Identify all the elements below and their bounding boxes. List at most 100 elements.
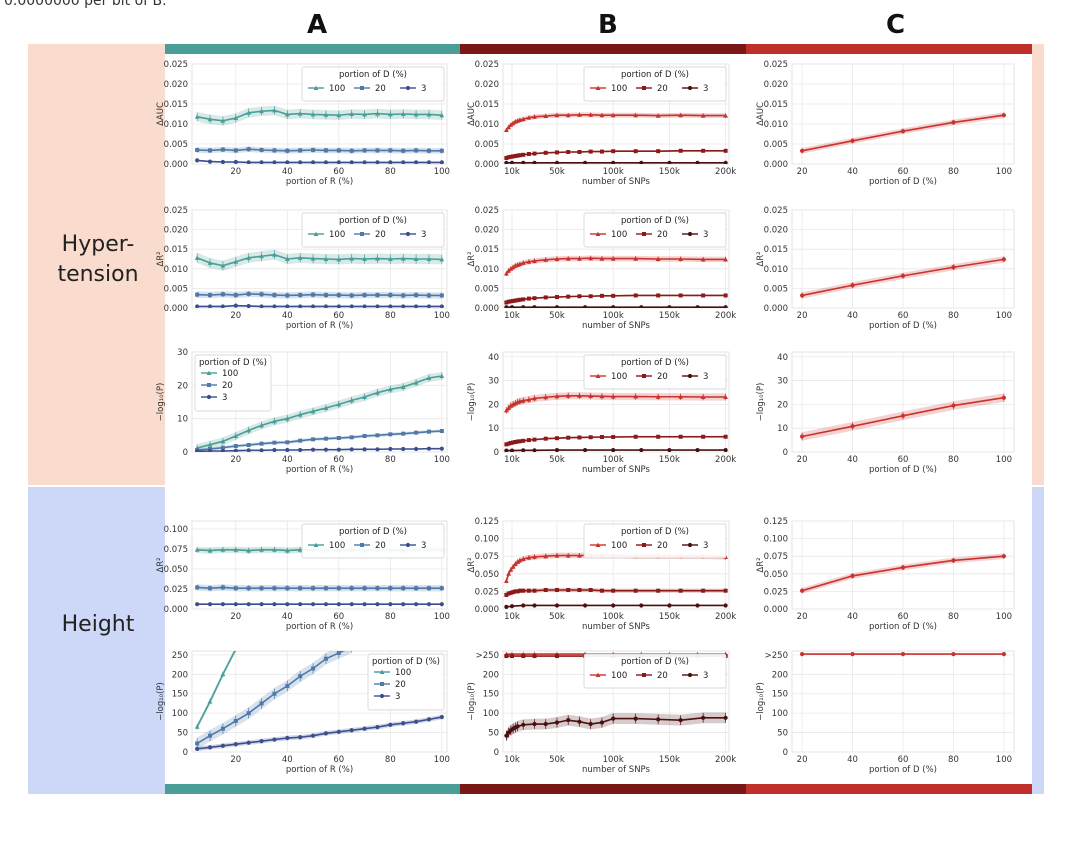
data-point-b4-0-11 xyxy=(554,553,560,558)
series-line-a4-1 xyxy=(197,586,442,590)
data-point-a4-2-18 xyxy=(426,602,432,607)
ytick-label-c1-0: 0.000 xyxy=(764,160,788,170)
data-point-a3-2-4 xyxy=(246,448,251,452)
x-axis-label-a4: portion of R (%) xyxy=(286,622,353,632)
legend-entry-b2-1: 20 xyxy=(657,230,668,240)
xtick-label-a1-2: 60 xyxy=(333,167,344,177)
data-point-c2-0-0 xyxy=(799,293,805,298)
data-point-b5-2-12 xyxy=(588,721,593,727)
legend-marker-b5-1 xyxy=(642,673,646,677)
data-point-a3-0-9 xyxy=(310,408,316,414)
xtick-label-c5-1: 40 xyxy=(847,755,858,765)
ytick-label-c3-1: 10 xyxy=(777,424,788,434)
data-point-a1-1-0 xyxy=(195,148,200,152)
data-point-a1-0-3 xyxy=(233,115,239,120)
data-point-b5-1-3 xyxy=(532,654,537,659)
ytick-label-c4-1: 0.025 xyxy=(764,587,788,597)
chart-B2: 0.000 0.005 0.010 0.015 0.020 0.025 10k 50k 100k… xyxy=(467,206,736,331)
xtick-label-a2-4: 100 xyxy=(434,311,450,321)
xtick-label-b5-2: 100k xyxy=(603,755,624,765)
ytick-label-b3-1: 10 xyxy=(488,424,499,434)
data-point-a4-1-9 xyxy=(311,586,316,591)
data-point-b1-0-0 xyxy=(503,127,509,132)
chart-C2: 0.000 0.005 0.010 0.015 0.020 0.025 20 40 60 80 10… xyxy=(756,206,1015,331)
data-point-a1-1-16 xyxy=(401,148,406,153)
data-point-b3-1-11 xyxy=(554,436,559,441)
data-point-a5-1-6 xyxy=(272,691,277,696)
data-point-c5-0-3 xyxy=(951,652,956,657)
data-point-b2-1-20 xyxy=(701,293,706,298)
data-point-b3-1-18 xyxy=(656,434,661,439)
ytick-label-a2-3: 0.015 xyxy=(164,245,188,255)
data-point-a3-0-12 xyxy=(349,397,355,403)
xtick-label-c3-0: 20 xyxy=(797,455,808,465)
data-point-b3-0-14 xyxy=(588,393,594,399)
data-point-b3-0-11 xyxy=(554,393,560,399)
data-point-a5-1-9 xyxy=(311,666,316,671)
data-point-a2-1-9 xyxy=(311,292,316,297)
data-point-a2-0-15 xyxy=(387,256,393,261)
xtick-label-c1-0: 20 xyxy=(797,167,808,177)
chart-B4: 0.000 0.025 0.050 0.075 0.100 0.125 10k 50k 100k… xyxy=(467,517,736,632)
ytick-label-b2-1: 0.005 xyxy=(475,284,499,294)
ytick-label-a5-1: 50 xyxy=(177,729,188,739)
ytick-label-c3-4: 40 xyxy=(777,353,788,363)
data-point-a3-1-16 xyxy=(401,431,406,436)
data-point-b1-2-10 xyxy=(723,160,728,164)
data-point-b2-0-18 xyxy=(655,256,661,261)
data-point-b2-2-4 xyxy=(554,305,560,308)
data-point-a2-1-3 xyxy=(233,293,238,298)
series-band-a5-0 xyxy=(197,651,236,730)
data-point-b3-1-21 xyxy=(723,434,728,439)
data-point-c5-0-2 xyxy=(900,652,906,657)
data-point-a2-1-12 xyxy=(349,293,354,298)
xtick-label-c2-4: 100 xyxy=(996,311,1012,321)
legend-marker-b4-0 xyxy=(595,542,601,547)
data-point-c4-0-1 xyxy=(850,573,855,579)
data-point-b2-2-9 xyxy=(695,305,700,308)
data-point-a5-2-17 xyxy=(413,719,419,724)
data-point-b4-1-19 xyxy=(678,588,683,593)
data-point-a3-2-7 xyxy=(285,447,290,452)
data-point-b3-2-1 xyxy=(509,448,515,452)
data-point-c5-0-1 xyxy=(850,652,855,657)
data-point-a3-1-6 xyxy=(272,440,277,445)
data-point-b4-1-16 xyxy=(611,588,616,593)
legend-marker-b5-2 xyxy=(687,672,693,678)
data-point-b5-1-4 xyxy=(554,654,559,659)
data-point-b3-0-1 xyxy=(506,405,512,410)
x-axis-label-c5: portion of D (%) xyxy=(869,765,937,775)
data-point-b3-0-21 xyxy=(723,394,729,399)
data-point-b1-0-15 xyxy=(599,112,605,118)
data-point-a3-0-2 xyxy=(220,438,226,444)
data-point-a1-0-7 xyxy=(284,112,290,117)
legend-b5: portion of D (%) 100 20 3 xyxy=(583,653,727,689)
data-point-b2-0-13 xyxy=(577,256,582,261)
data-point-a3-0-10 xyxy=(323,405,329,410)
data-point-a3-2-9 xyxy=(310,447,316,452)
data-point-a3-2-15 xyxy=(388,446,393,452)
series-group-c1 xyxy=(799,112,1007,154)
data-point-a1-2-17 xyxy=(413,160,419,164)
data-point-c1-0-3 xyxy=(951,120,956,125)
data-point-a4-0-4 xyxy=(246,548,252,553)
data-point-a5-2-7 xyxy=(285,735,290,741)
xtick-label-a5-0: 20 xyxy=(230,755,241,765)
chart-B1: 0.000 0.005 0.010 0.015 0.020 0.025 10k 50k 100k… xyxy=(467,60,736,187)
data-point-a4-2-16 xyxy=(401,602,406,607)
data-point-a3-0-6 xyxy=(272,418,277,424)
legend-entry-b1-2: 3 xyxy=(703,84,708,94)
data-point-a1-0-10 xyxy=(323,112,329,117)
data-point-b2-1-7 xyxy=(521,297,526,302)
data-point-a3-1-9 xyxy=(311,437,316,442)
data-point-b4-1-21 xyxy=(723,588,728,593)
ytick-label-a3-3: 30 xyxy=(177,348,188,358)
data-point-a3-1-8 xyxy=(298,438,303,443)
legend-entry-b4-1: 20 xyxy=(657,541,668,551)
data-point-a2-2-19 xyxy=(439,304,444,308)
data-point-a2-0-3 xyxy=(233,259,239,264)
data-point-b2-1-1 xyxy=(506,299,511,304)
data-point-a1-2-19 xyxy=(439,160,444,164)
data-point-a4-2-15 xyxy=(388,602,393,607)
x-axis-label-a3: portion of R (%) xyxy=(286,465,353,475)
